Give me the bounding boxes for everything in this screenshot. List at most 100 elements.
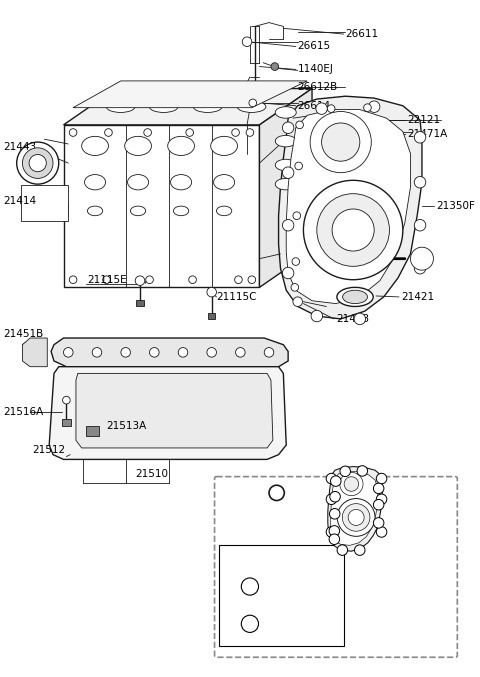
Circle shape <box>62 396 70 404</box>
Ellipse shape <box>275 135 296 147</box>
Text: a: a <box>380 529 384 534</box>
Text: a: a <box>380 476 384 481</box>
Polygon shape <box>51 338 288 367</box>
Ellipse shape <box>211 136 238 156</box>
Circle shape <box>326 527 336 538</box>
Circle shape <box>329 525 339 536</box>
Circle shape <box>249 99 257 107</box>
Circle shape <box>342 504 370 531</box>
Circle shape <box>282 122 294 133</box>
Text: SYMBOL: SYMBOL <box>229 552 271 561</box>
Text: 26612B: 26612B <box>298 82 338 91</box>
Circle shape <box>364 104 372 112</box>
Ellipse shape <box>87 206 103 216</box>
Circle shape <box>248 276 256 284</box>
Bar <box>208 313 216 319</box>
Circle shape <box>144 129 152 136</box>
Polygon shape <box>286 110 410 303</box>
Ellipse shape <box>131 206 146 216</box>
Text: b: b <box>377 502 381 507</box>
Text: 1140ER: 1140ER <box>296 619 330 628</box>
Circle shape <box>330 492 340 502</box>
Circle shape <box>373 483 384 494</box>
Text: 21115E: 21115E <box>87 275 127 285</box>
Ellipse shape <box>128 175 149 190</box>
Text: b: b <box>332 537 336 542</box>
Text: a: a <box>380 497 384 502</box>
Circle shape <box>376 527 387 538</box>
Circle shape <box>241 578 259 595</box>
Circle shape <box>291 284 299 291</box>
Text: VIEW: VIEW <box>229 486 265 500</box>
Circle shape <box>414 263 426 274</box>
Circle shape <box>189 276 196 284</box>
Circle shape <box>150 347 159 357</box>
Ellipse shape <box>275 179 296 190</box>
Circle shape <box>29 154 46 172</box>
Circle shape <box>264 347 274 357</box>
Circle shape <box>373 500 384 510</box>
Text: b: b <box>247 619 252 628</box>
Circle shape <box>310 112 372 173</box>
Text: 22121: 22121 <box>408 115 441 125</box>
Text: a: a <box>329 476 334 481</box>
Circle shape <box>241 615 259 632</box>
Circle shape <box>337 498 375 536</box>
Text: b: b <box>333 511 336 517</box>
Text: PNC: PNC <box>302 552 324 561</box>
Circle shape <box>348 509 364 525</box>
Text: b: b <box>334 479 338 483</box>
Circle shape <box>357 466 368 476</box>
Circle shape <box>292 258 300 265</box>
Ellipse shape <box>168 136 194 156</box>
Text: 21473: 21473 <box>336 314 369 324</box>
FancyBboxPatch shape <box>215 477 457 657</box>
Circle shape <box>282 267 294 279</box>
Ellipse shape <box>214 175 235 190</box>
Circle shape <box>17 142 59 184</box>
Circle shape <box>207 287 216 297</box>
Ellipse shape <box>216 206 232 216</box>
Circle shape <box>414 131 426 143</box>
Text: 21471A: 21471A <box>408 129 448 139</box>
Text: 21414: 21414 <box>3 196 36 206</box>
Text: b: b <box>333 494 337 499</box>
Circle shape <box>293 297 302 307</box>
Circle shape <box>376 494 387 504</box>
Circle shape <box>282 167 294 179</box>
Text: 26614: 26614 <box>298 101 331 111</box>
Circle shape <box>135 276 145 286</box>
Text: 21115C: 21115C <box>216 292 257 302</box>
Circle shape <box>329 508 340 519</box>
Circle shape <box>355 545 365 555</box>
Circle shape <box>337 545 348 555</box>
Polygon shape <box>76 374 273 448</box>
Circle shape <box>295 162 302 170</box>
Text: A: A <box>273 488 280 498</box>
Bar <box>85 426 99 435</box>
Ellipse shape <box>84 175 106 190</box>
Circle shape <box>369 101 380 112</box>
Circle shape <box>340 473 363 496</box>
Ellipse shape <box>125 136 152 156</box>
Text: 26611: 26611 <box>346 29 379 39</box>
Circle shape <box>296 121 303 129</box>
Circle shape <box>282 219 294 231</box>
Text: a: a <box>329 529 334 534</box>
Circle shape <box>329 534 339 544</box>
Circle shape <box>410 247 433 270</box>
Text: a: a <box>247 582 252 591</box>
Polygon shape <box>331 472 378 546</box>
Circle shape <box>316 103 327 114</box>
Polygon shape <box>49 367 286 460</box>
Ellipse shape <box>237 101 266 112</box>
Circle shape <box>236 347 245 357</box>
Text: b: b <box>377 486 381 491</box>
Circle shape <box>331 476 341 486</box>
Ellipse shape <box>149 101 178 112</box>
Polygon shape <box>73 81 307 108</box>
Circle shape <box>146 276 154 284</box>
Text: 21350F: 21350F <box>436 201 475 211</box>
Circle shape <box>103 276 110 284</box>
Circle shape <box>23 148 53 179</box>
